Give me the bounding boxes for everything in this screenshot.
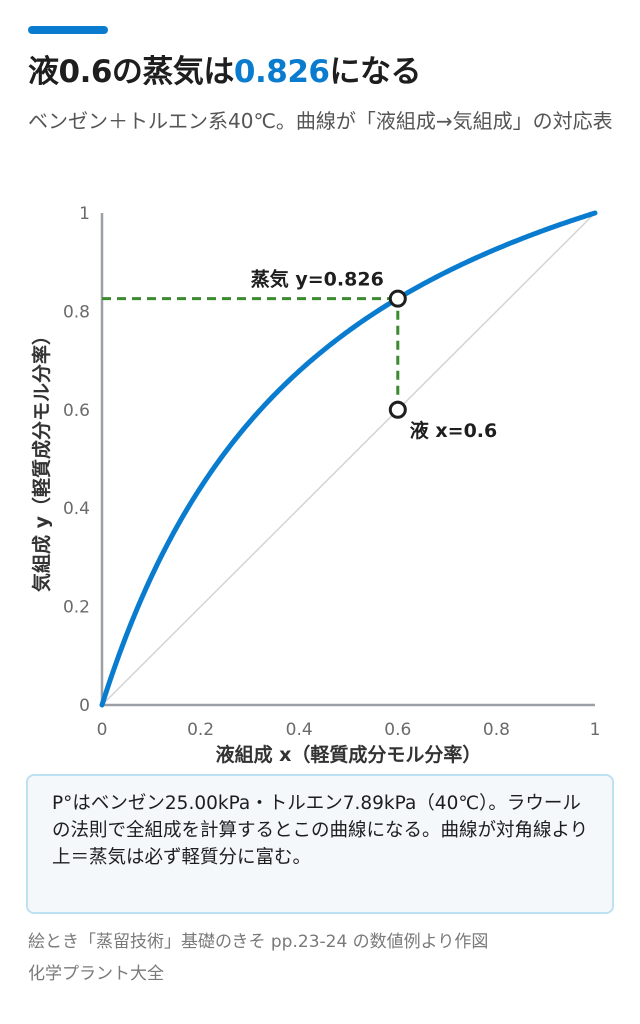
x-tick-label: 0	[97, 720, 108, 740]
note-text: P°はベンゼン25.00kPa・トルエン7.89kPa（40℃）。ラウールの法則…	[52, 793, 589, 868]
y-axis-title: 気組成 y（軽質成分モル分率）	[30, 326, 53, 592]
axes	[100, 213, 595, 707]
equilibrium-curve-layer	[99, 210, 598, 708]
page-title: 液0.6の蒸気は0.826になる	[28, 50, 618, 94]
y-tick-label: 0.4	[63, 499, 90, 519]
y-tick-label: 0.2	[63, 598, 90, 618]
liquid-point-label: 液 x=0.6	[410, 419, 497, 442]
y-tick-label: 0.6	[63, 401, 90, 421]
x-tick-label: 0.2	[187, 720, 214, 740]
note-box: P°はベンゼン25.00kPa・トルエン7.89kPa（40℃）。ラウールの法則…	[26, 774, 614, 914]
tick-labels: 0 0.2 0.4 0.6 0.8 1 0 0.2 0.4 0.6 0.8 1	[63, 204, 600, 740]
x-tick-label: 0.6	[384, 720, 411, 740]
axis-labels: 液組成 x（軽質成分モル分率） 気組成 y（軽質成分モル分率）	[30, 326, 481, 766]
source-publisher: 化学プラント大全	[28, 964, 164, 984]
equilibrium-curve	[99, 210, 598, 708]
diagonal-layer	[101, 212, 596, 706]
title-prefix: 液0.6の蒸気は	[28, 54, 234, 90]
liquid-point	[388, 400, 407, 419]
y-tick-label: 0	[79, 696, 90, 716]
source-note: 絵とき「蒸留技術」基礎のきそ pp.23-24 の数値例より作図 化学プラント大…	[28, 926, 618, 990]
vapor-point-label: 蒸気 y=0.826	[251, 268, 384, 291]
y-tick-label: 0.8	[63, 302, 90, 322]
page-subtitle: ベンゼン＋トルエン系40℃。曲線が「液組成→気組成」の対応表	[28, 109, 613, 133]
x-tick-label: 0.8	[483, 720, 510, 740]
accent-bar	[28, 26, 108, 34]
point-markers: 蒸気 y=0.826 液 x=0.6	[251, 268, 497, 442]
x-tick-label: 1	[590, 720, 601, 740]
title-highlight: 0.826	[233, 54, 330, 90]
guide-lines	[102, 297, 400, 410]
y-tick-label: 1	[79, 204, 90, 224]
diagonal-line	[101, 212, 596, 706]
source-reference: 絵とき「蒸留技術」基礎のきそ pp.23-24 の数値例より作図	[28, 932, 489, 952]
x-axis-title: 液組成 x（軽質成分モル分率）	[216, 743, 482, 766]
vapor-point	[388, 289, 407, 308]
title-suffix: になる	[329, 54, 421, 90]
x-tick-label: 0.4	[286, 720, 313, 740]
